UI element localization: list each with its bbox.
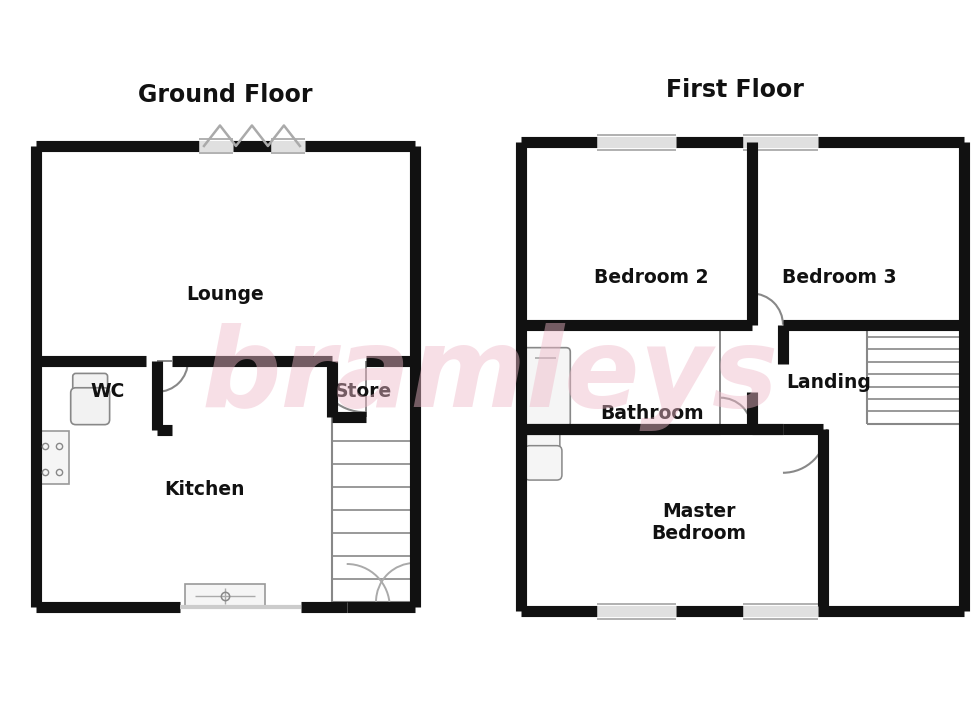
Bar	[36, 431, 69, 484]
FancyBboxPatch shape	[71, 388, 110, 424]
FancyBboxPatch shape	[526, 432, 560, 455]
Text: bramleys: bramleys	[202, 323, 778, 431]
Bar	[185, 585, 265, 607]
Text: First Floor: First Floor	[666, 78, 804, 102]
FancyBboxPatch shape	[73, 373, 108, 398]
FancyBboxPatch shape	[524, 446, 562, 480]
Text: Landing: Landing	[786, 372, 871, 392]
Text: Bedroom 2: Bedroom 2	[594, 268, 709, 288]
Text: Bathroom: Bathroom	[600, 404, 704, 423]
Text: Lounge: Lounge	[186, 285, 265, 304]
Text: Ground Floor: Ground Floor	[138, 83, 313, 107]
Text: Store: Store	[335, 382, 392, 402]
Text: WC: WC	[90, 382, 124, 402]
FancyBboxPatch shape	[520, 347, 570, 427]
Text: Kitchen: Kitchen	[165, 480, 245, 498]
Text: Bedroom 3: Bedroom 3	[782, 268, 897, 288]
Text: Master
Bedroom: Master Bedroom	[651, 502, 746, 543]
